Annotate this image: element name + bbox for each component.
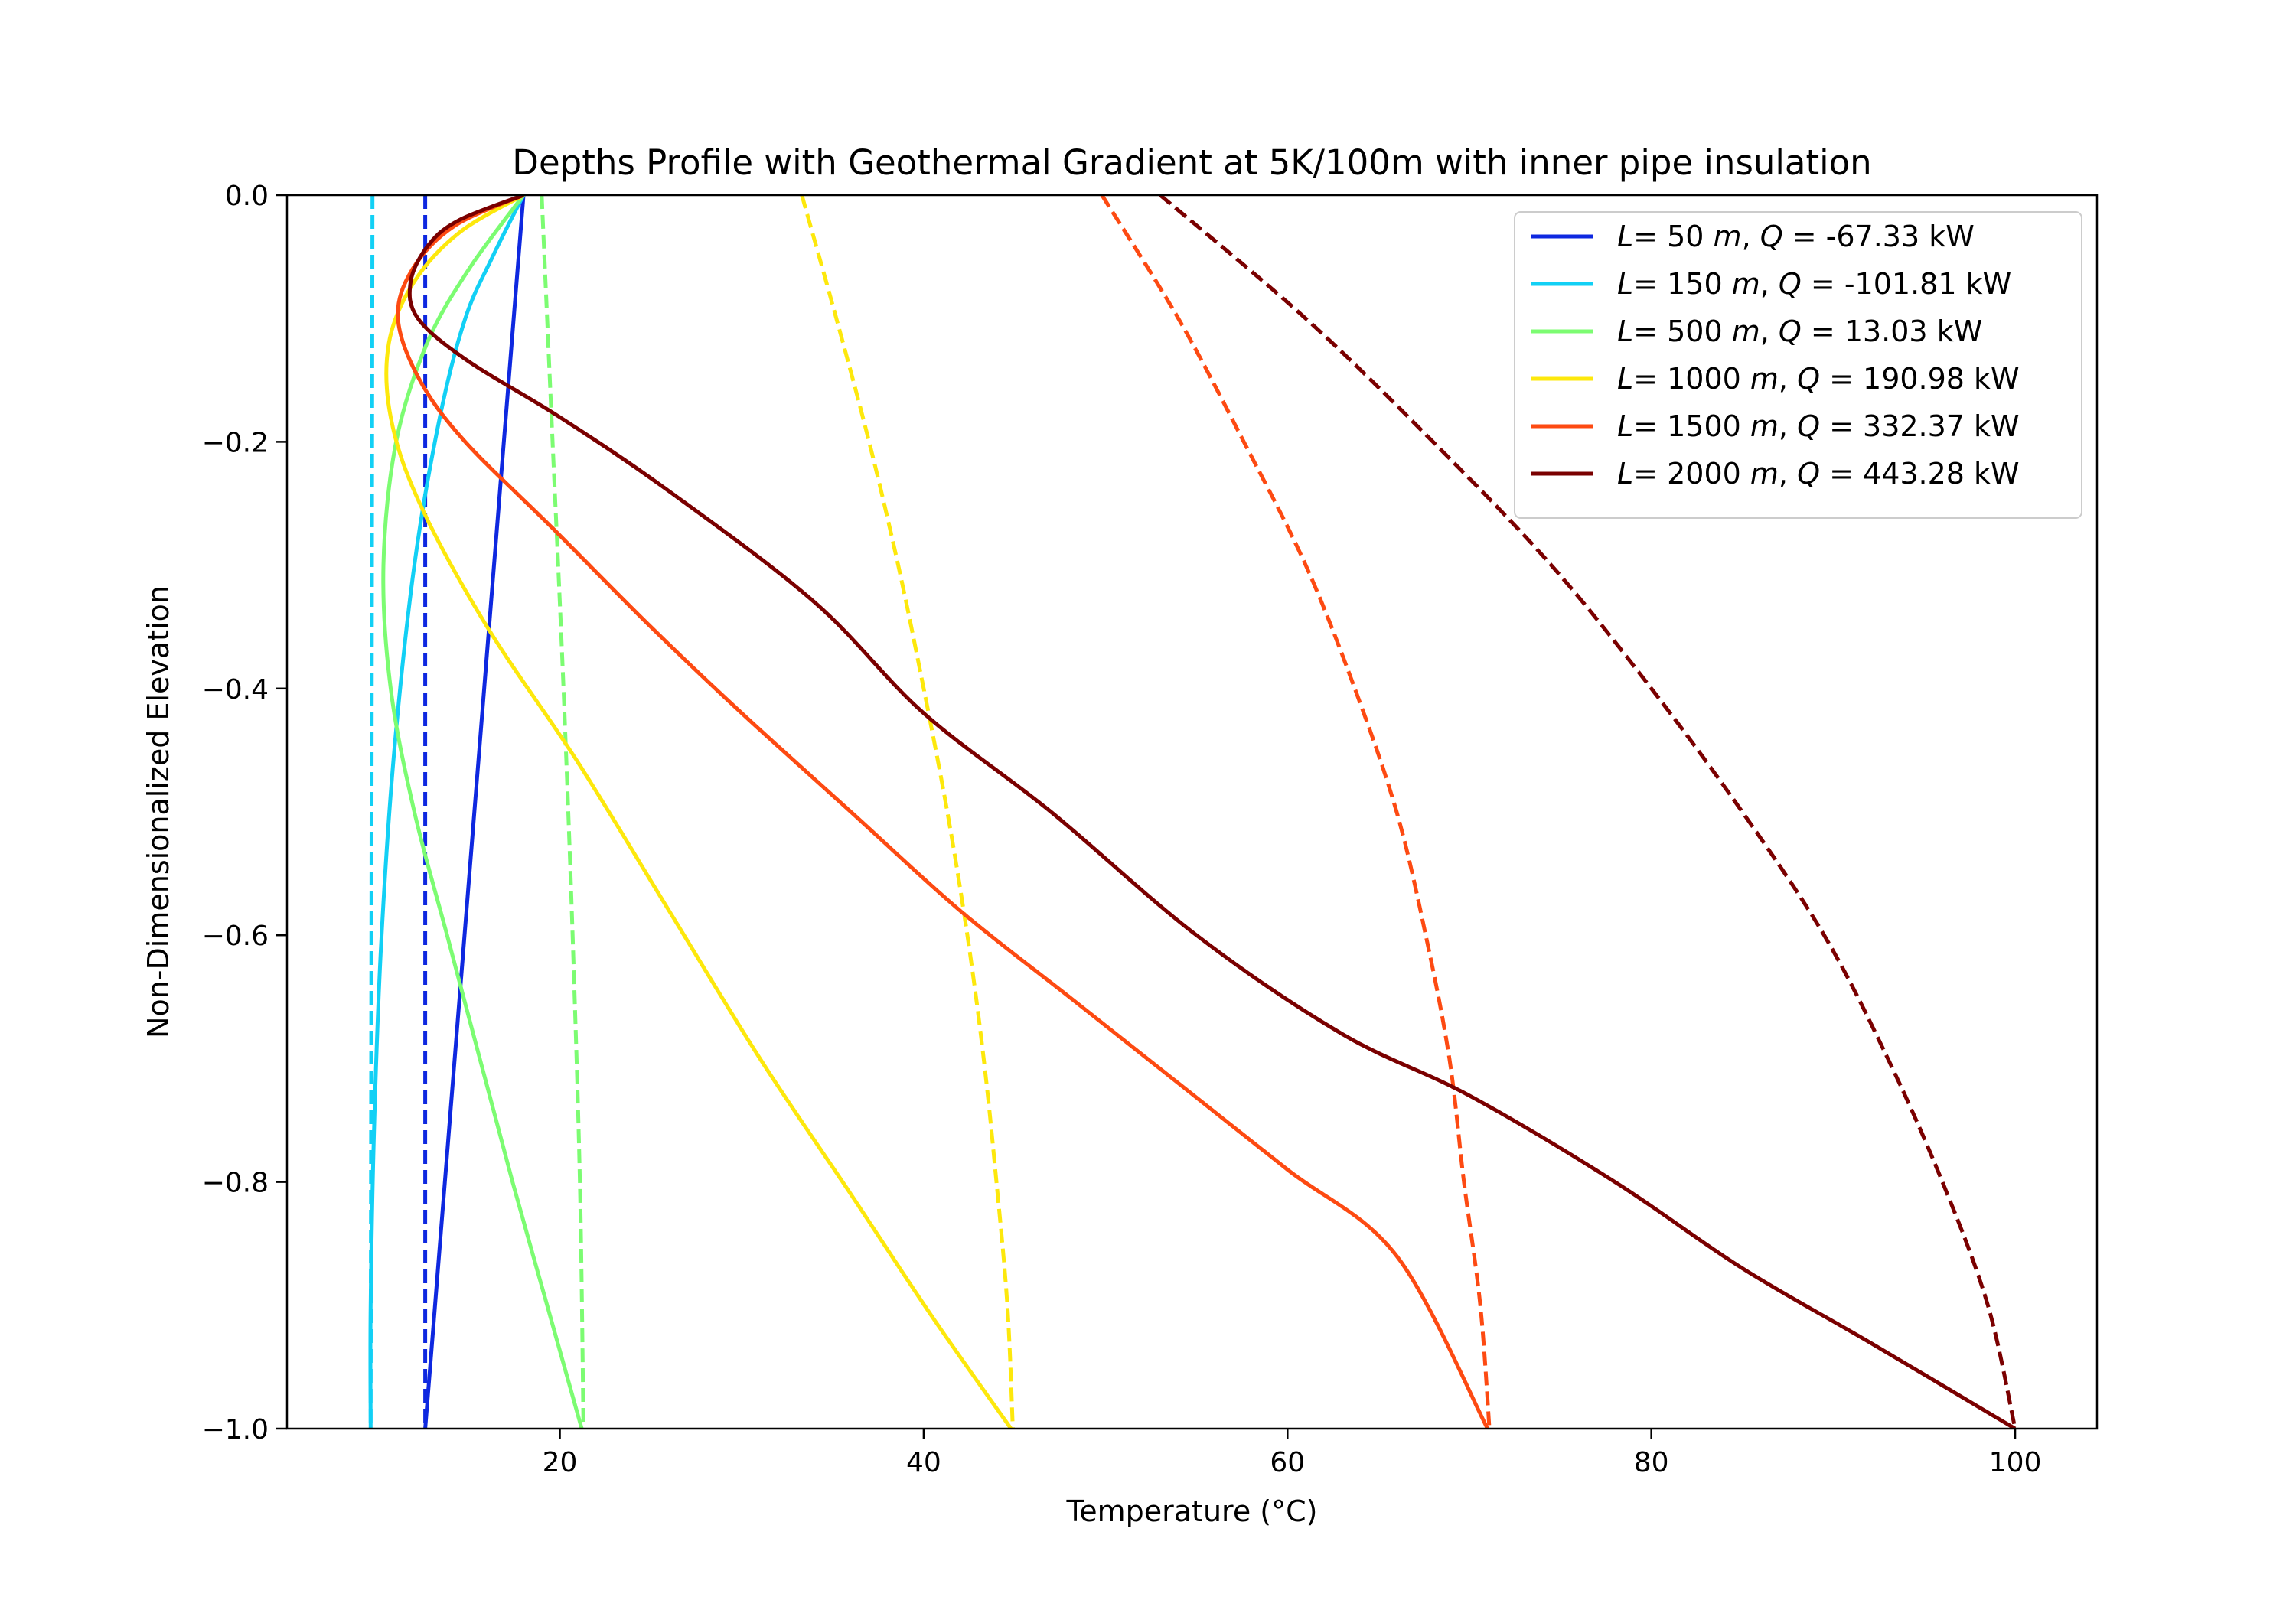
y-tick-label: −0.4: [202, 674, 269, 706]
y-tick-label: −0.2: [202, 427, 269, 458]
y-tick-label: −0.6: [202, 921, 269, 952]
plot-lines: [368, 195, 2017, 1429]
y-tick-label: −0.8: [202, 1168, 269, 1199]
series-solid-line-50: [423, 195, 526, 1429]
legend-entry-50: L= 50 m, Q = -67.33 kW: [1617, 220, 1975, 253]
chart-title: Depths Profile with Geothermal Gradient …: [512, 142, 1871, 183]
x-tick-label: 100: [1989, 1447, 2042, 1478]
series-solid-line-500: [381, 195, 584, 1429]
y-tick-label: 0.0: [225, 181, 269, 212]
series-solid-line-2000: [407, 195, 2017, 1429]
legend-entry-2000: L= 2000 m, Q = 443.28 kW: [1617, 457, 2020, 490]
x-tick-label: 60: [1270, 1447, 1305, 1478]
series-dashed-line-500: [540, 195, 585, 1429]
series-dashed-line-1000: [800, 195, 1015, 1429]
x-tick-label: 40: [906, 1447, 941, 1478]
x-tick-label: 20: [543, 1447, 578, 1478]
x-tick-label: 80: [1634, 1447, 1669, 1478]
x-axis: 20 40 60 80 100: [543, 1429, 2042, 1478]
series-dashed-line-2000: [1159, 195, 2017, 1429]
legend-entry-150: L= 150 m, Q = -101.81 kW: [1617, 267, 2011, 301]
legend-entry-1000: L= 1000 m, Q = 190.98 kW: [1617, 362, 2020, 396]
y-tick-label: −1.0: [202, 1414, 269, 1445]
series-solid-line-1500: [396, 195, 1489, 1429]
legend-box: [1514, 211, 2082, 519]
x-axis-label: Temperature (°C): [1066, 1494, 1318, 1528]
legend: L= 50 m, Q = -67.33 kW L= 150 m, Q = -101…: [1514, 211, 2082, 519]
plot-area-frame: [285, 194, 2099, 1430]
legend-entry-1500: L= 1500 m, Q = 332.37 kW: [1617, 409, 2020, 443]
y-axis: 0.0 −0.2 −0.4 −0.6 −0.8 −1.0: [202, 181, 287, 1445]
y-axis-label: Non-Dimensionalized Elevation: [142, 585, 175, 1038]
series-solid-line-150: [368, 195, 526, 1429]
legend-entry-500: L= 500 m, Q = 13.03 kW: [1617, 315, 1982, 348]
